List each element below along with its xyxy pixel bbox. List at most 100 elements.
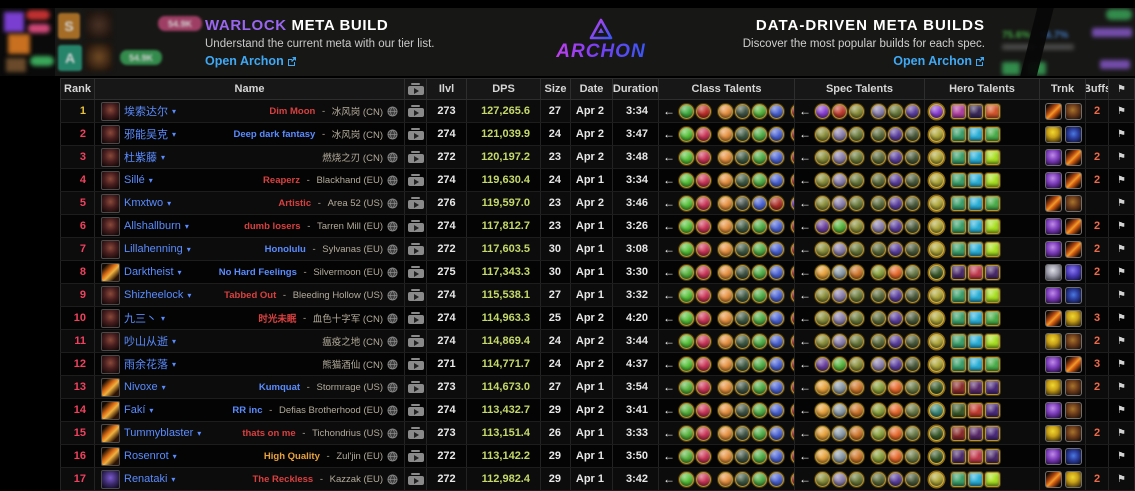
trinket-icon[interactable]: [1065, 470, 1082, 488]
trinket-icon[interactable]: [1065, 286, 1082, 304]
talents-prev-arrow[interactable]: ←: [663, 288, 675, 302]
trinket-icon[interactable]: [1065, 148, 1082, 166]
flag-icon[interactable]: ⚑: [1117, 105, 1126, 117]
flag-icon[interactable]: ⚑: [1117, 128, 1126, 140]
player-name-link[interactable]: 杜紫藤: [124, 152, 157, 164]
talents-prev-arrow[interactable]: ←: [663, 196, 675, 210]
youtube-cell[interactable]: [405, 100, 427, 122]
talents-prev-arrow[interactable]: ←: [799, 357, 811, 371]
flag-icon[interactable]: ⚑: [1117, 404, 1126, 416]
trinket-icon[interactable]: [1045, 148, 1062, 166]
table-row[interactable]: 9 Shizheelock ▾ Tabbed Out - Bleeding Ho…: [60, 284, 1135, 307]
player-name-link[interactable]: Sillé: [124, 174, 145, 186]
talents-prev-arrow[interactable]: ←: [663, 403, 675, 417]
chevron-down-icon[interactable]: ▾: [172, 451, 177, 461]
open-archon-link-right[interactable]: Open Archon: [893, 54, 985, 68]
flag-icon[interactable]: ⚑: [1117, 450, 1126, 462]
trinket-icon[interactable]: [1065, 355, 1082, 373]
talents-prev-arrow[interactable]: ←: [799, 449, 811, 463]
trinket-icon[interactable]: [1065, 263, 1082, 281]
trinket-icon[interactable]: [1065, 447, 1082, 465]
flag-icon[interactable]: ⚑: [1117, 312, 1126, 324]
guild-name[interactable]: The Reckless: [252, 473, 314, 485]
youtube-cell[interactable]: [405, 468, 427, 490]
trinket-icon[interactable]: [1065, 401, 1082, 419]
table-row[interactable]: 6 Allshallburn ▾ dumb losers - Tarren Mi…: [60, 215, 1135, 238]
chevron-down-icon[interactable]: ▾: [172, 336, 177, 346]
talents-prev-arrow[interactable]: ←: [663, 380, 675, 394]
table-row[interactable]: 10 九三丶 ▾ 时光未眠 - 血色十字军 (CN) 274 114,963.3…: [60, 307, 1135, 330]
youtube-cell[interactable]: [405, 353, 427, 375]
talents-prev-arrow[interactable]: ←: [663, 311, 675, 325]
talents-prev-arrow[interactable]: ←: [799, 242, 811, 256]
talents-prev-arrow[interactable]: ←: [799, 311, 811, 325]
table-row[interactable]: 8 Darktheist ▾ No Hard Feelings - Silver…: [60, 261, 1135, 284]
trinket-icon[interactable]: [1045, 286, 1062, 304]
trinket-icon[interactable]: [1065, 424, 1082, 442]
guild-name[interactable]: dumb losers: [244, 220, 301, 232]
player-name-link[interactable]: Kmxtwo: [124, 197, 164, 209]
chevron-down-icon[interactable]: ▾: [172, 106, 177, 116]
guild-name[interactable]: RR inc: [232, 404, 263, 416]
table-row[interactable]: 11 吵山从逝 ▾ 瘟疫之地 (CN) 274 114,869.4 24 Apr…: [60, 330, 1135, 353]
youtube-cell[interactable]: [405, 192, 427, 214]
flag-icon[interactable]: ⚑: [1117, 381, 1126, 393]
player-name-link[interactable]: 吵山从逝: [124, 336, 168, 348]
trinket-icon[interactable]: [1065, 171, 1082, 189]
flag-icon[interactable]: ⚑: [1117, 266, 1126, 278]
player-name-link[interactable]: Darktheist: [124, 266, 174, 278]
player-name-link[interactable]: Allshallburn: [124, 220, 181, 232]
chevron-down-icon[interactable]: ▾: [186, 244, 191, 254]
col-header-rank[interactable]: Rank: [60, 79, 95, 99]
table-row[interactable]: 13 Nivoxe ▾ Kumquat - Stormrage (US) 273…: [60, 376, 1135, 399]
talents-prev-arrow[interactable]: ←: [663, 334, 675, 348]
table-row[interactable]: 12 雨余花落 ▾ 熊猫酒仙 (CN) 271 114,771.7 24 Apr…: [60, 353, 1135, 376]
youtube-cell[interactable]: [405, 284, 427, 306]
trinket-icon[interactable]: [1045, 171, 1062, 189]
talents-prev-arrow[interactable]: ←: [663, 426, 675, 440]
youtube-cell[interactable]: [405, 445, 427, 467]
table-row[interactable]: 1 埃索达尔 ▾ Dim Moon - 冰风岗 (CN) 273 127,265…: [60, 100, 1135, 123]
col-header-ilvl[interactable]: Ilvl: [427, 79, 467, 99]
talents-prev-arrow[interactable]: ←: [799, 219, 811, 233]
chevron-down-icon[interactable]: ▾: [161, 152, 166, 162]
guild-name[interactable]: Tabbed Out: [224, 289, 277, 301]
trinket-icon[interactable]: [1065, 102, 1082, 120]
talents-prev-arrow[interactable]: ←: [799, 265, 811, 279]
talents-prev-arrow[interactable]: ←: [799, 173, 811, 187]
chevron-down-icon[interactable]: ▾: [172, 359, 177, 369]
player-name-link[interactable]: Nivoxe: [124, 381, 158, 393]
guild-name[interactable]: 时光未眠: [258, 314, 297, 325]
chevron-down-icon[interactable]: ▾: [197, 428, 202, 438]
youtube-cell[interactable]: [405, 123, 427, 145]
trinket-icon[interactable]: [1045, 102, 1062, 120]
trinket-icon[interactable]: [1065, 125, 1082, 143]
player-name-link[interactable]: Lillahenning: [124, 243, 183, 255]
table-row[interactable]: 7 Lillahenning ▾ Honolulu - Sylvanas (EU…: [60, 238, 1135, 261]
trinket-icon[interactable]: [1045, 194, 1062, 212]
talents-prev-arrow[interactable]: ←: [663, 449, 675, 463]
trinket-icon[interactable]: [1065, 217, 1082, 235]
trinket-icon[interactable]: [1045, 401, 1062, 419]
talents-prev-arrow[interactable]: ←: [663, 104, 675, 118]
player-name-link[interactable]: Tummyblaster: [124, 427, 194, 439]
talents-prev-arrow[interactable]: ←: [663, 242, 675, 256]
talents-prev-arrow[interactable]: ←: [799, 403, 811, 417]
col-header-dps[interactable]: DPS: [467, 79, 541, 99]
table-row[interactable]: 3 杜紫藤 ▾ 燃烧之刃 (CN) 272 120,197.2 23 Apr 2…: [60, 146, 1135, 169]
guild-name[interactable]: Dim Moon: [269, 105, 316, 117]
chevron-down-icon[interactable]: ▾: [184, 221, 189, 231]
trinket-icon[interactable]: [1045, 217, 1062, 235]
player-name-link[interactable]: 邪能吴克: [124, 129, 168, 141]
table-row[interactable]: 14 Fakí ▾ RR inc - Defias Brotherhood (E…: [60, 399, 1135, 422]
trinket-icon[interactable]: [1045, 125, 1062, 143]
open-archon-link-left[interactable]: Open Archon: [205, 54, 297, 68]
trinket-icon[interactable]: [1045, 332, 1062, 350]
trinket-icon[interactable]: [1065, 378, 1082, 396]
chevron-down-icon[interactable]: ▾: [149, 405, 154, 415]
guild-name[interactable]: Artistic: [278, 197, 312, 209]
trinket-icon[interactable]: [1045, 447, 1062, 465]
chevron-down-icon[interactable]: ▾: [171, 474, 176, 484]
youtube-cell[interactable]: [405, 376, 427, 398]
archon-logo[interactable]: ARCHON: [556, 18, 646, 63]
